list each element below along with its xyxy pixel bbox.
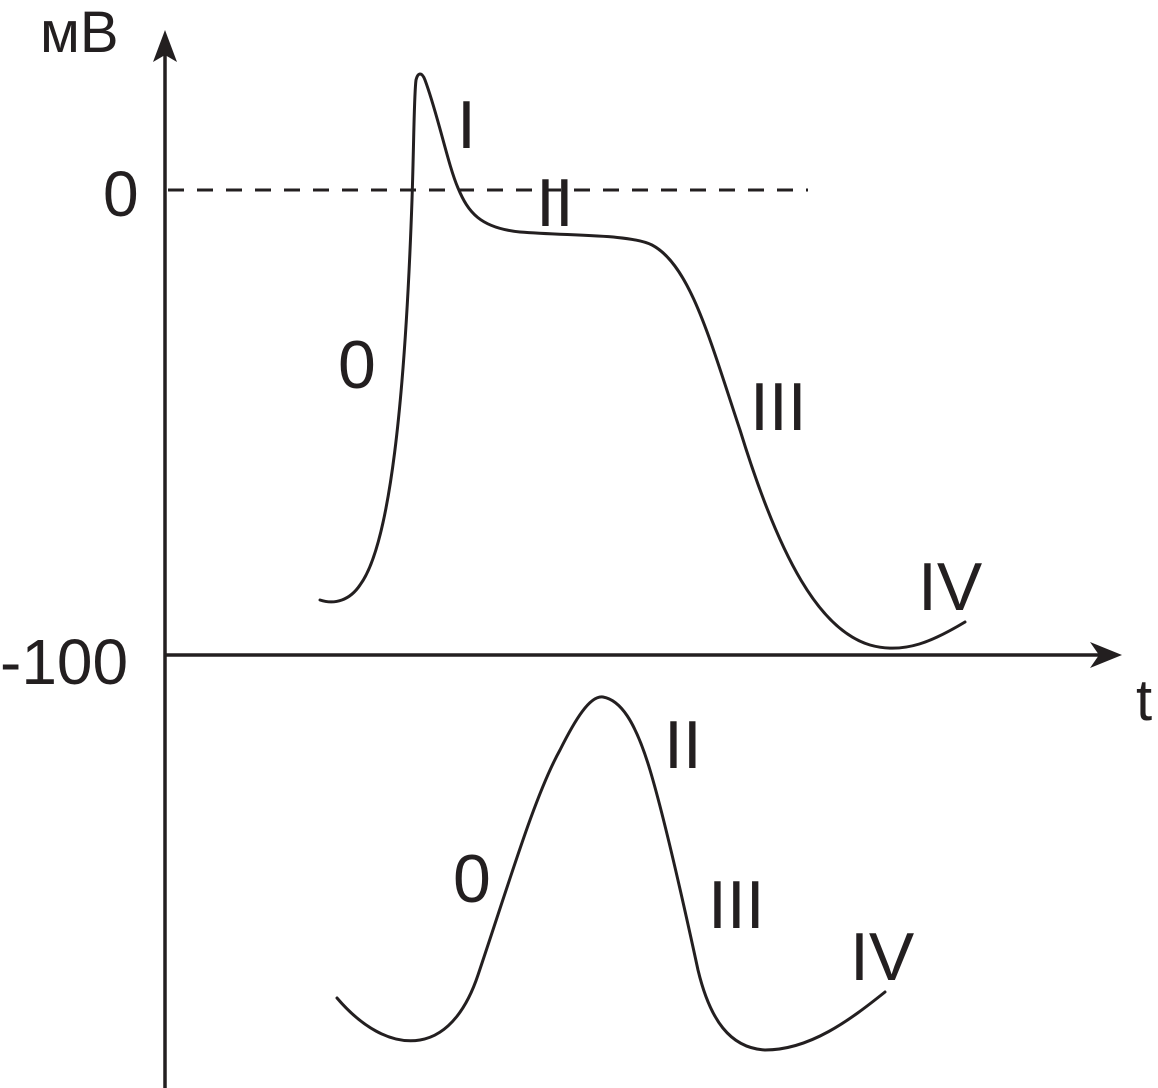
x-axis-label: t bbox=[1136, 668, 1152, 733]
lower-phase-label-II: II bbox=[664, 707, 702, 783]
upper-phase-label-III: III bbox=[750, 369, 807, 445]
upper-action-potential-curve bbox=[318, 72, 967, 650]
lower-phase-label-0: 0 bbox=[453, 841, 491, 917]
lower-phase-label-IV: IV bbox=[850, 919, 915, 995]
y-axis-arrow-icon bbox=[153, 30, 177, 62]
lower-action-potential-curve bbox=[335, 695, 887, 1052]
upper-phase-label-I: I bbox=[457, 87, 476, 163]
y-tick-label-minus-100: -100 bbox=[0, 626, 128, 698]
y-tick-label-zero: 0 bbox=[103, 158, 139, 230]
upper-phase-label-0: 0 bbox=[338, 327, 376, 403]
x-axis-arrow-icon bbox=[1090, 642, 1122, 668]
y-axis-unit-label: мВ bbox=[40, 0, 119, 65]
upper-phase-label-II: II bbox=[536, 165, 574, 241]
lower-phase-label-III: III bbox=[708, 867, 765, 943]
upper-phase-label-IV: IV bbox=[918, 549, 983, 625]
